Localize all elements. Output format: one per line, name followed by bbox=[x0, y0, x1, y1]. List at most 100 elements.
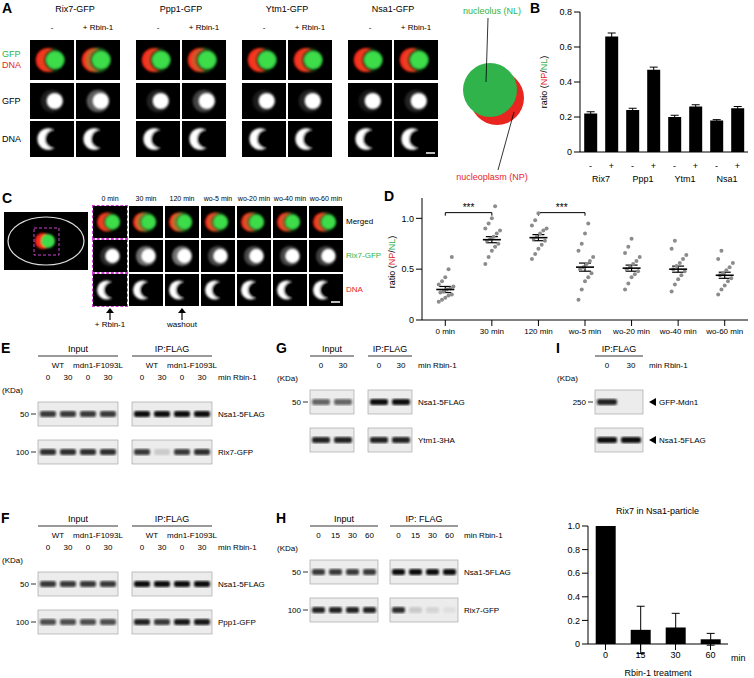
svg-text:30: 30 bbox=[428, 531, 437, 540]
svg-text:IP: FLAG: IP: FLAG bbox=[405, 514, 442, 524]
svg-text:0: 0 bbox=[396, 531, 401, 540]
svg-text:Nsa1-5FLAG: Nsa1-5FLAG bbox=[464, 568, 511, 577]
svg-text:0: 0 bbox=[180, 373, 185, 382]
svg-text:0: 0 bbox=[377, 361, 382, 370]
svg-text:15: 15 bbox=[331, 531, 340, 540]
svg-text:0: 0 bbox=[140, 543, 145, 552]
svg-text:1.0: 1.0 bbox=[401, 214, 414, 224]
svg-text:0.5: 0.5 bbox=[401, 264, 414, 274]
svg-text:IP:FLAG: IP:FLAG bbox=[602, 344, 637, 354]
svg-text:60: 60 bbox=[445, 531, 454, 540]
svg-text:WT: WT bbox=[52, 361, 65, 370]
svg-text:G: G bbox=[276, 340, 287, 356]
svg-text:(KDa): (KDa) bbox=[2, 386, 23, 395]
svg-text:min Rbin-1: min Rbin-1 bbox=[649, 361, 688, 370]
svg-text:Rbin-1 treatment: Rbin-1 treatment bbox=[624, 668, 692, 678]
svg-text:min Rbin-1: min Rbin-1 bbox=[464, 531, 503, 540]
svg-text:15: 15 bbox=[411, 531, 420, 540]
svg-text:(KDa): (KDa) bbox=[2, 556, 23, 565]
svg-text:0: 0 bbox=[86, 543, 91, 552]
svg-text:0: 0 bbox=[603, 650, 608, 660]
svg-text:30: 30 bbox=[670, 650, 680, 660]
svg-text:50: 50 bbox=[292, 398, 301, 407]
svg-text:***: *** bbox=[463, 202, 475, 213]
svg-text:0: 0 bbox=[180, 543, 185, 552]
svg-text:30: 30 bbox=[627, 361, 636, 370]
svg-text:30: 30 bbox=[158, 543, 167, 552]
svg-text:mdn1-F1093L: mdn1-F1093L bbox=[167, 361, 217, 370]
svg-text:(KDa): (KDa) bbox=[277, 374, 298, 383]
svg-text:Nsa1-5FLAG: Nsa1-5FLAG bbox=[659, 436, 706, 445]
svg-text:30: 30 bbox=[104, 373, 113, 382]
svg-text:Ppp1: Ppp1 bbox=[632, 174, 653, 184]
svg-text:nucleolus (NL): nucleolus (NL) bbox=[463, 6, 521, 16]
svg-text:WT: WT bbox=[146, 361, 159, 370]
svg-text:1.0: 1.0 bbox=[567, 521, 580, 531]
svg-text:100: 100 bbox=[16, 618, 30, 627]
svg-text:Ppp1-GFP: Ppp1-GFP bbox=[218, 618, 256, 627]
svg-text:0.8: 0.8 bbox=[559, 7, 572, 17]
svg-text:Ytm1: Ytm1 bbox=[674, 174, 695, 184]
svg-text:0: 0 bbox=[567, 147, 572, 157]
svg-text:0: 0 bbox=[46, 543, 51, 552]
svg-text:50: 50 bbox=[20, 580, 29, 589]
svg-text:Nsa1-5FLAG: Nsa1-5FLAG bbox=[418, 398, 465, 407]
svg-text:100: 100 bbox=[16, 448, 30, 457]
svg-text:120 min: 120 min bbox=[524, 327, 552, 336]
svg-text:+: + bbox=[693, 161, 698, 171]
svg-text:0: 0 bbox=[86, 373, 91, 382]
svg-text:F: F bbox=[1, 510, 10, 526]
svg-text:30: 30 bbox=[104, 543, 113, 552]
svg-text:0: 0 bbox=[605, 361, 610, 370]
svg-text:Rix7-GFP: Rix7-GFP bbox=[464, 606, 499, 615]
svg-text:GFP-Mdn1: GFP-Mdn1 bbox=[659, 398, 699, 407]
svg-text:mdn1-F1093L: mdn1-F1093L bbox=[167, 531, 217, 540]
svg-text:50: 50 bbox=[20, 410, 29, 419]
svg-text:(KDa): (KDa) bbox=[557, 374, 578, 383]
svg-text:30: 30 bbox=[339, 361, 348, 370]
svg-text:0.8: 0.8 bbox=[567, 545, 580, 555]
svg-text:Input: Input bbox=[68, 344, 89, 354]
svg-text:-: - bbox=[673, 161, 676, 171]
svg-text:50: 50 bbox=[292, 568, 301, 577]
svg-text:min Rbin-1: min Rbin-1 bbox=[218, 543, 257, 552]
svg-text:0.6: 0.6 bbox=[559, 42, 572, 52]
svg-text:Nsa1-5FLAG: Nsa1-5FLAG bbox=[218, 580, 265, 589]
svg-text:Input: Input bbox=[334, 514, 355, 524]
svg-text:0: 0 bbox=[409, 315, 414, 325]
svg-text:WT: WT bbox=[146, 531, 159, 540]
svg-text:Rix7: Rix7 bbox=[592, 174, 610, 184]
svg-text:wo-60 min: wo-60 min bbox=[705, 327, 743, 336]
svg-text:-: - bbox=[715, 161, 718, 171]
svg-text:0: 0 bbox=[575, 639, 580, 649]
svg-text:30: 30 bbox=[198, 543, 207, 552]
svg-text:30: 30 bbox=[64, 543, 73, 552]
svg-text:min Rbin-1: min Rbin-1 bbox=[218, 373, 257, 382]
svg-text:+: + bbox=[651, 161, 656, 171]
svg-text:0.2: 0.2 bbox=[559, 112, 572, 122]
svg-text:0.2: 0.2 bbox=[567, 616, 580, 626]
svg-text:0.4: 0.4 bbox=[559, 77, 572, 87]
svg-text:30: 30 bbox=[397, 361, 406, 370]
svg-text:Input: Input bbox=[68, 514, 89, 524]
svg-text:I: I bbox=[556, 340, 560, 356]
svg-text:ratio (NP/NL): ratio (NP/NL) bbox=[387, 236, 397, 289]
svg-text:E: E bbox=[1, 340, 10, 356]
svg-text:IP:FLAG: IP:FLAG bbox=[155, 514, 190, 524]
svg-text:0.4: 0.4 bbox=[567, 592, 580, 602]
svg-text:0 min: 0 min bbox=[436, 327, 456, 336]
svg-text:WT: WT bbox=[52, 531, 65, 540]
svg-text:60: 60 bbox=[705, 650, 715, 660]
svg-text:(KDa): (KDa) bbox=[277, 544, 298, 553]
svg-text:IP:FLAG: IP:FLAG bbox=[155, 344, 190, 354]
svg-text:***: *** bbox=[556, 202, 568, 213]
svg-text:nucleoplasm (NP): nucleoplasm (NP) bbox=[456, 172, 528, 182]
svg-text:30: 30 bbox=[198, 373, 207, 382]
svg-text:30 min: 30 min bbox=[480, 327, 504, 336]
svg-text:100: 100 bbox=[288, 606, 302, 615]
svg-text:0: 0 bbox=[316, 531, 321, 540]
svg-text:Ytm1-3HA: Ytm1-3HA bbox=[418, 436, 456, 445]
svg-text:mdn1-F1093L: mdn1-F1093L bbox=[73, 361, 123, 370]
svg-text:wo-5 min: wo-5 min bbox=[568, 327, 601, 336]
svg-text:+: + bbox=[735, 161, 740, 171]
